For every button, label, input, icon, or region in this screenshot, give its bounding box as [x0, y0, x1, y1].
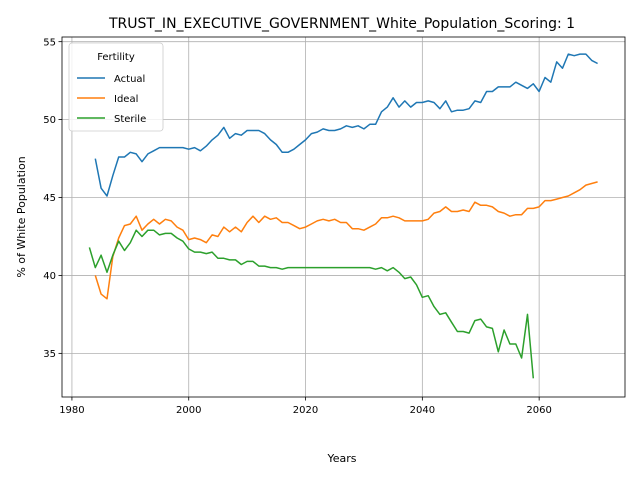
- x-tick-label: 2000: [176, 405, 201, 416]
- y-tick-label: 35: [43, 349, 56, 360]
- series-line-sterile: [88, 229, 535, 379]
- series-line-actual: [94, 53, 598, 197]
- y-tick-label: 40: [43, 271, 56, 282]
- x-tick-label: 2060: [526, 405, 551, 416]
- x-tick-label: 1980: [59, 405, 84, 416]
- x-axis-label: Years: [326, 452, 356, 465]
- legend-label-sterile: Sterile: [114, 114, 146, 125]
- y-tick-label: 45: [43, 193, 56, 204]
- y-axis-label: % of White Population: [15, 156, 28, 277]
- y-tick-label: 50: [43, 115, 56, 126]
- chart-title: TRUST_IN_EXECUTIVE_GOVERNMENT_White_Popu…: [108, 16, 575, 32]
- plot-frame: [61, 36, 626, 398]
- legend-title: Fertility: [97, 52, 135, 63]
- legend-label-actual: Actual: [114, 74, 145, 85]
- axis-ticks: 1980 2000 2020 2040 2060 35 40 45 50 55: [43, 37, 552, 416]
- x-tick-label: 2040: [410, 405, 435, 416]
- y-tick-label: 55: [43, 37, 56, 48]
- legend: Fertility Actual Ideal Sterile: [68, 42, 164, 132]
- series-lines: [88, 53, 598, 379]
- legend-label-ideal: Ideal: [114, 94, 138, 105]
- series-line-ideal: [94, 181, 598, 300]
- x-tick-label: 2020: [293, 405, 318, 416]
- legend-box: [68, 42, 164, 132]
